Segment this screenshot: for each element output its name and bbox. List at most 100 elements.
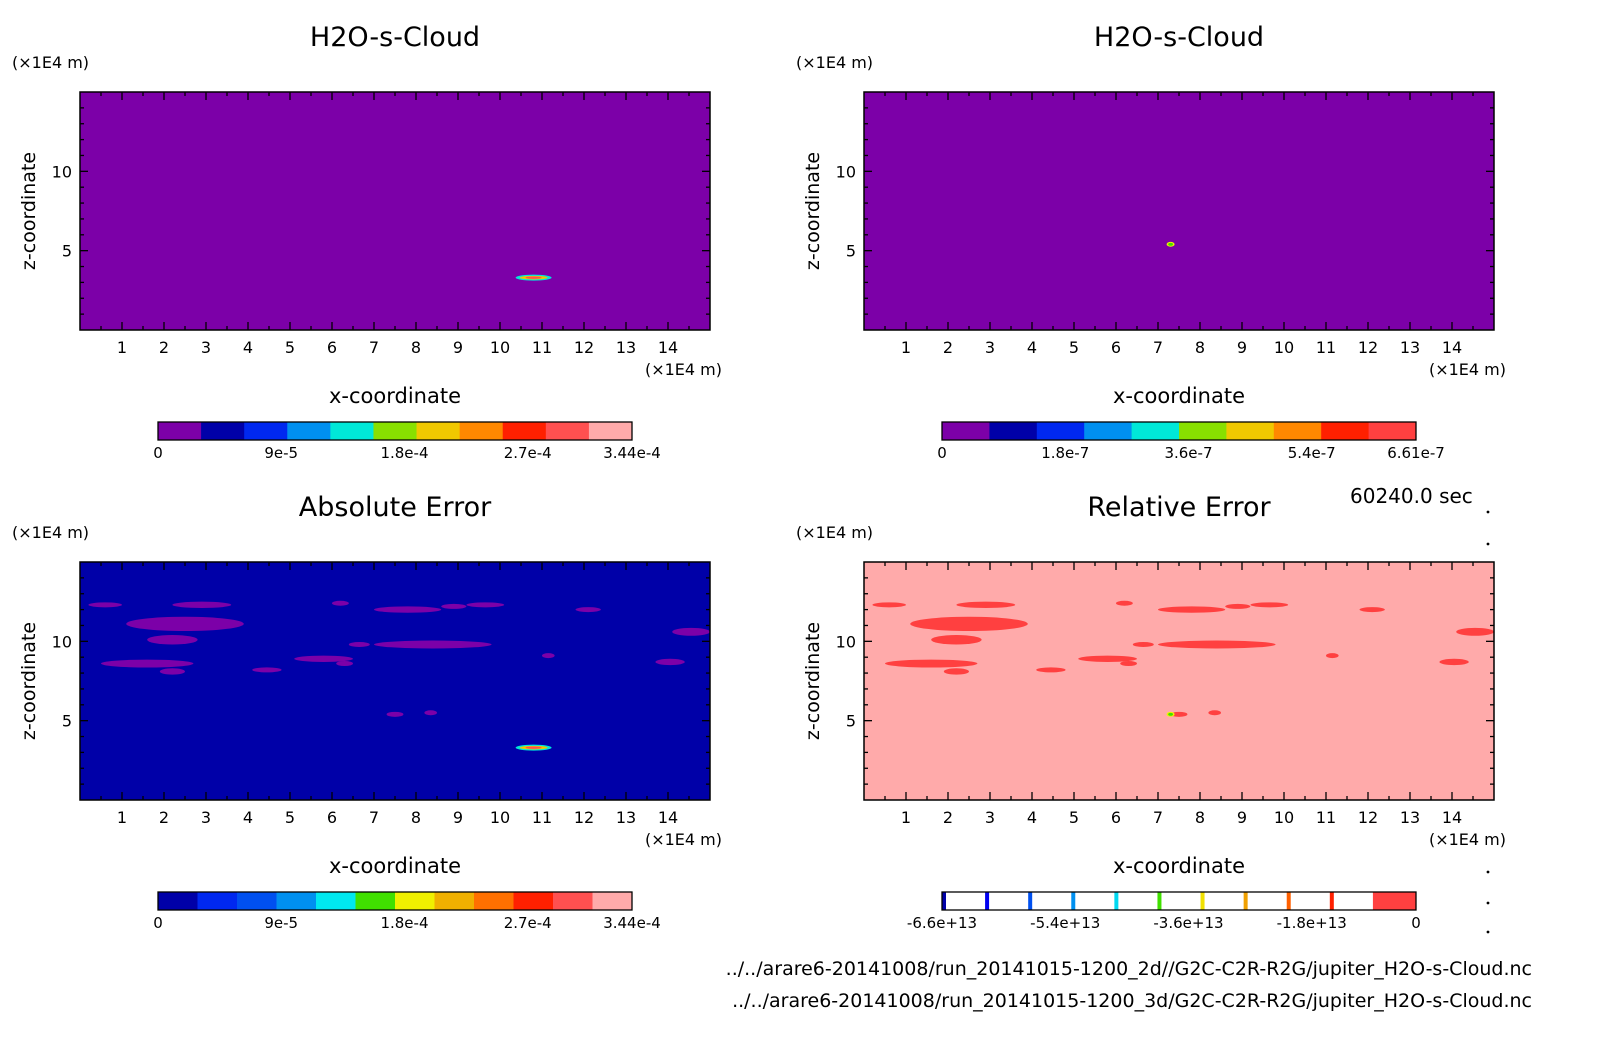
x-tick-label: 4 xyxy=(243,808,253,827)
contour-patch xyxy=(1132,642,1154,648)
contour-patch xyxy=(332,600,349,606)
colorbar-level-mark xyxy=(1028,892,1033,910)
contour-patch xyxy=(88,602,122,608)
colorbar-label: 3.44e-4 xyxy=(603,914,661,932)
x-tick-label: 9 xyxy=(1237,338,1247,357)
contour-patch xyxy=(672,627,710,636)
y-axis-label: z-coordinate xyxy=(802,152,824,270)
colorbar-swatch xyxy=(1114,892,1158,910)
colorbar-label: 1.8e-4 xyxy=(380,914,428,932)
colorbar-swatch xyxy=(1071,892,1115,910)
x-tick-label: 1 xyxy=(901,338,911,357)
colorbar-frame xyxy=(941,421,1417,441)
colorbar-swatch xyxy=(942,422,990,440)
colorbar-swatch xyxy=(434,892,475,910)
contour-patch xyxy=(1359,607,1385,613)
colorbar-level-mark xyxy=(985,892,990,910)
y-tick-label: 5 xyxy=(846,242,856,261)
edge-dot xyxy=(1486,542,1490,546)
colorbar-label: -1.8e+13 xyxy=(1277,914,1347,932)
x-tick-label: 5 xyxy=(285,338,295,357)
y-tick-label: 10 xyxy=(836,162,856,181)
colorbar-swatch xyxy=(330,422,374,440)
colorbar-label: 9e-5 xyxy=(264,914,298,932)
x-tick-label: 2 xyxy=(943,338,953,357)
contour-patch xyxy=(294,655,353,662)
x-tick-label: 4 xyxy=(243,338,253,357)
x-tick-label: 14 xyxy=(1442,338,1462,357)
x-tick-label: 13 xyxy=(1400,338,1420,357)
colorbar-label: 3.44e-4 xyxy=(603,444,661,462)
colorbar-swatch xyxy=(244,422,288,440)
x-tick-label: 2 xyxy=(159,338,169,357)
y-axis-label: z-coordinate xyxy=(802,622,824,740)
colorbar-swatch xyxy=(316,892,356,910)
contour-patch xyxy=(1326,653,1339,659)
contour-patch xyxy=(441,603,467,609)
x-axis-label: x-coordinate xyxy=(329,854,461,878)
time-label: 60240.0 sec xyxy=(1350,484,1473,508)
colorbar-label: 2.7e-4 xyxy=(504,444,552,462)
x-tick-label: 10 xyxy=(1274,808,1294,827)
colorbar-level-mark xyxy=(942,892,946,910)
y-tick-label: 10 xyxy=(52,162,72,181)
x-tick-label: 11 xyxy=(532,808,552,827)
x-tick-label: 4 xyxy=(1027,338,1037,357)
colorbar-label: 5.4e-7 xyxy=(1288,444,1336,462)
plot-background xyxy=(864,92,1494,330)
contour-patch xyxy=(1120,661,1137,667)
colorbar-swatch xyxy=(287,422,331,440)
x-tick-label: 13 xyxy=(1400,808,1420,827)
x-tick-label: 14 xyxy=(1442,808,1462,827)
x-tick-label: 7 xyxy=(369,808,379,827)
x-tick-label: 9 xyxy=(1237,808,1247,827)
contour-patch xyxy=(374,640,492,649)
contour-patch xyxy=(1158,640,1276,649)
x-tick-label: 11 xyxy=(1316,338,1336,357)
plot-background xyxy=(80,92,710,330)
colorbar-swatch xyxy=(1286,892,1331,910)
colorbar-label: 9e-5 xyxy=(264,444,298,462)
x-tick-label: 13 xyxy=(616,808,636,827)
colorbar-level-mark xyxy=(1329,892,1334,910)
edge-dot xyxy=(1486,930,1490,934)
x-tick-label: 5 xyxy=(285,808,295,827)
colorbar-swatch xyxy=(1084,422,1133,440)
x-tick-label: 5 xyxy=(1069,808,1079,827)
contour-patch xyxy=(885,659,978,668)
colorbar-swatch xyxy=(989,422,1038,440)
feature-core xyxy=(1168,712,1173,716)
colorbar-swatch xyxy=(502,422,547,440)
contour-patch xyxy=(126,616,244,632)
x-tick-label: 3 xyxy=(985,808,995,827)
colorbar-swatch xyxy=(1226,422,1275,440)
colorbar-swatch xyxy=(1200,892,1245,910)
contour-patch xyxy=(542,653,555,659)
y-tick-label: 10 xyxy=(836,632,856,651)
x-tick-label: 12 xyxy=(1358,808,1378,827)
contour-patch xyxy=(575,607,601,613)
x-tick-label: 11 xyxy=(532,338,552,357)
colorbar-level-mark xyxy=(1200,892,1205,910)
contour-patch xyxy=(252,667,282,673)
x-tick-label: 12 xyxy=(1358,338,1378,357)
x-tick-label: 3 xyxy=(201,808,211,827)
x-tick-label: 14 xyxy=(658,808,678,827)
x-tick-label: 5 xyxy=(1069,338,1079,357)
x-tick-label: 11 xyxy=(1316,808,1336,827)
colorbar-label: 0 xyxy=(1411,914,1421,932)
chart-title: Relative Error xyxy=(1087,492,1271,523)
x-axis-label: x-coordinate xyxy=(329,384,461,408)
file-path-2: ../../arare6-20141008/run_20141015-1200_… xyxy=(732,990,1532,1012)
colorbar-frame xyxy=(157,421,633,441)
x-tick-label: 10 xyxy=(490,338,510,357)
x-tick-label: 10 xyxy=(1274,338,1294,357)
x-axis-label: x-coordinate xyxy=(1113,854,1245,878)
x-tick-label: 8 xyxy=(1195,808,1205,827)
x-tick-label: 1 xyxy=(117,338,127,357)
colorbar-swatch xyxy=(1329,892,1374,910)
contour-patch xyxy=(655,658,685,666)
y-tick-label: 5 xyxy=(62,712,72,731)
contour-patch xyxy=(1078,655,1137,662)
contour-patch xyxy=(466,602,505,608)
